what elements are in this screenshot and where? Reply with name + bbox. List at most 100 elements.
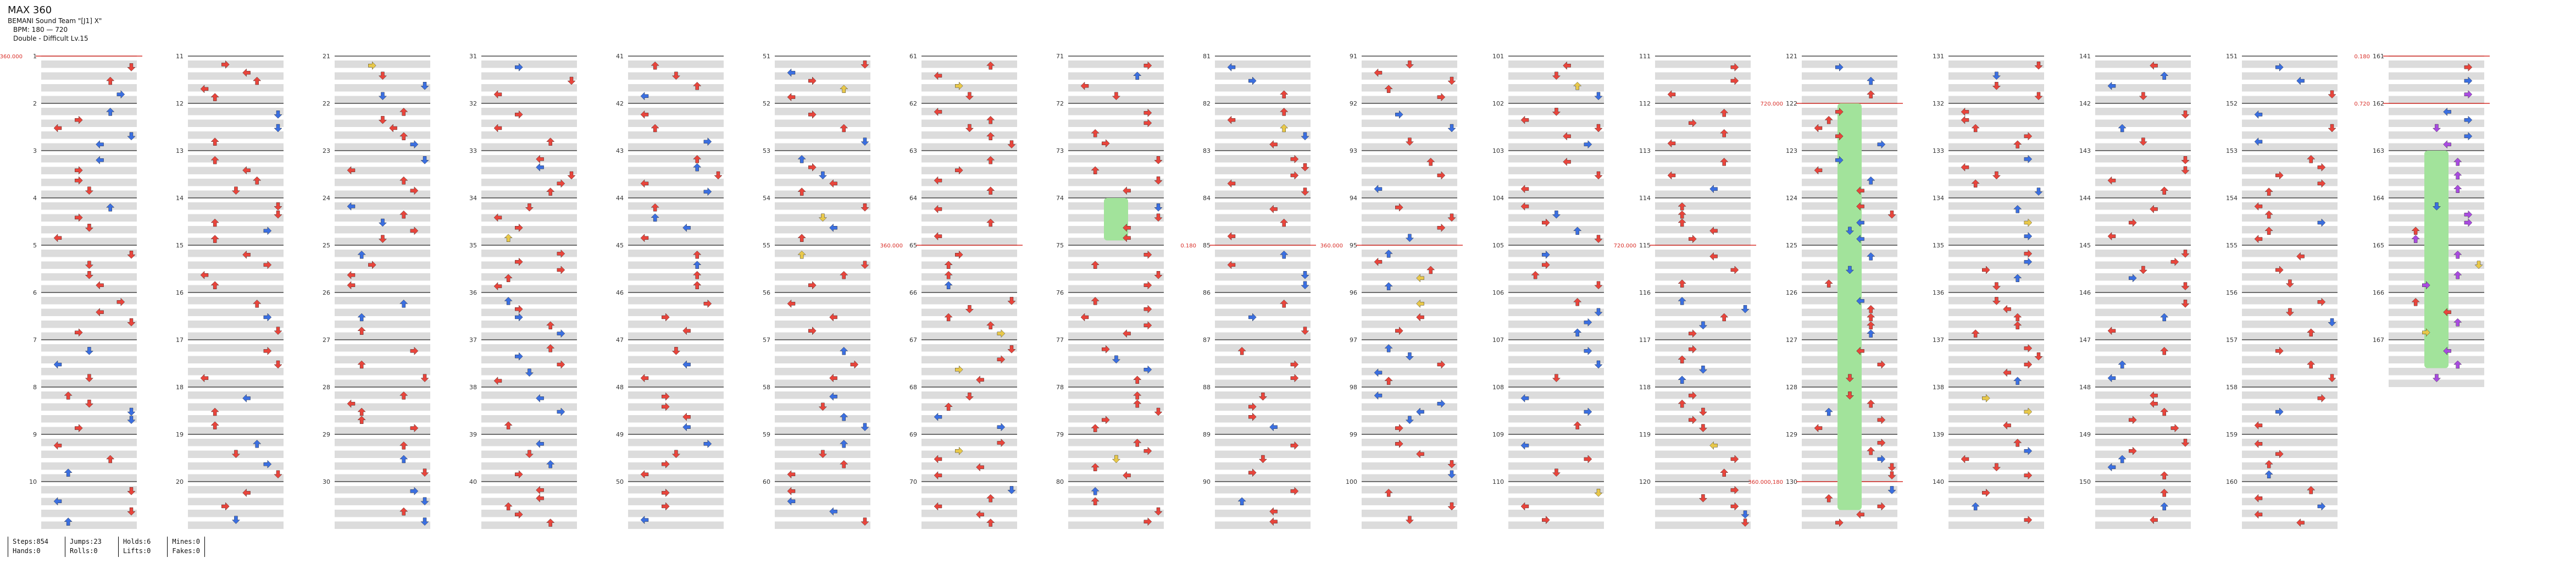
measure-number: 27: [323, 336, 330, 344]
arrow-icon: [2139, 137, 2147, 146]
lane-beat: [41, 415, 137, 423]
arrow-icon: [934, 176, 942, 185]
lane-beat: [1948, 498, 2044, 505]
arrow-icon: [1678, 279, 1686, 288]
arrow-icon: [1584, 346, 1592, 355]
arrow-icon: [2254, 137, 2263, 146]
arrow-icon: [2118, 124, 2127, 133]
lane-beat: [481, 510, 577, 517]
arrow-icon: [1814, 424, 1823, 433]
arrow-icon: [997, 355, 1006, 364]
measure-number: 133: [1933, 147, 1944, 154]
lane-beat: [481, 84, 577, 92]
lane-beat: [628, 226, 724, 234]
arrow-icon: [1689, 416, 1697, 424]
arrow-icon: [2150, 399, 2158, 408]
lane-beat: [1655, 439, 1751, 446]
song-header: MAX 360 BEMANI Sound Team "[J1] X" BPM: …: [8, 5, 102, 42]
measure-number: 23: [323, 147, 330, 154]
arrow-icon: [986, 321, 995, 329]
arrow-icon: [1280, 218, 1289, 227]
arrow-icon: [1594, 308, 1603, 317]
arrow-icon: [1856, 218, 1864, 227]
arrow-icon: [1542, 516, 1550, 525]
lane-beat: [921, 368, 1017, 376]
lane-beat: [1508, 450, 1604, 458]
arrow-icon: [1667, 139, 1676, 148]
arrow-icon: [1887, 471, 1896, 479]
lane-beat: [1948, 356, 2044, 363]
arrow-icon: [1594, 360, 1603, 369]
arrow-icon: [1248, 468, 1257, 477]
lane-beat: [921, 403, 1017, 411]
stat-holds: Holds:6: [123, 538, 151, 545]
measure-number: 95: [1350, 242, 1357, 249]
lane-beat: [1068, 285, 1164, 292]
lane-beat: [921, 226, 1017, 234]
lane-beat: [41, 250, 137, 257]
lane-beat: [335, 108, 430, 115]
arrow-icon: [2464, 218, 2473, 227]
arrow-icon: [2024, 471, 2033, 480]
arrow-icon: [1133, 439, 1142, 447]
lane-beat: [41, 60, 137, 68]
lane-beat: [1948, 474, 2044, 482]
lane-beat: [921, 486, 1017, 494]
lane-beat: [1655, 155, 1751, 163]
arrow-icon: [1384, 282, 1393, 290]
measure-number: 33: [469, 147, 477, 154]
arrow-icon: [808, 327, 817, 335]
lane-beat: [2242, 462, 2338, 470]
lane-beat: [1068, 167, 1164, 174]
lane-beat: [2242, 108, 2338, 115]
arrow-icon: [2464, 210, 2473, 219]
arrow-icon: [410, 346, 419, 355]
lane-beat: [1655, 332, 1751, 340]
arrow-icon: [829, 392, 837, 401]
arrow-icon: [378, 92, 387, 101]
measure-number: 63: [909, 147, 917, 154]
arrow-icon: [1982, 266, 1990, 274]
arrow-icon: [1971, 124, 1980, 133]
lane-beat: [921, 190, 1017, 198]
lane-beat: [1068, 462, 1164, 470]
lane-beat: [1215, 238, 1311, 245]
lane-beat: [335, 261, 430, 269]
lane-beat: [335, 486, 430, 494]
measure-number: 127: [1786, 336, 1797, 344]
arrow-icon: [1007, 140, 1016, 148]
arrow-icon: [1720, 108, 1729, 117]
arrow-icon: [1698, 407, 1707, 416]
lane-beat: [1215, 96, 1311, 103]
arrow-icon: [1133, 71, 1142, 80]
measure-number: 21: [323, 53, 330, 60]
arrow-icon: [986, 218, 995, 227]
measure-number: 104: [1492, 195, 1504, 202]
arrow-icon: [1102, 139, 1110, 148]
lane-beat: [921, 214, 1017, 222]
lane-beat: [41, 155, 137, 163]
arrow-icon: [1552, 71, 1561, 80]
arrow-icon: [1552, 374, 1561, 382]
arrow-icon: [2013, 313, 2022, 322]
lane-beat: [2095, 131, 2191, 139]
lane-beat: [2242, 450, 2338, 458]
arrow-icon: [1971, 502, 1980, 511]
measure-number: 120: [1639, 478, 1651, 485]
measure-number: 103: [1492, 147, 1504, 154]
measure-number: 45: [616, 242, 624, 249]
lane-beat: [481, 297, 577, 305]
lane-beat: [921, 427, 1017, 434]
lane-beat: [1362, 297, 1457, 305]
lane-beat: [1948, 332, 2044, 340]
arrow-icon: [557, 179, 565, 188]
lane-beat: [481, 250, 577, 257]
arrow-icon: [1237, 497, 1246, 505]
arrow-icon: [1867, 305, 1875, 313]
lane-beat: [335, 297, 430, 305]
lane-beat: [2389, 368, 2484, 376]
lane-beat: [2095, 250, 2191, 257]
lane-beat: [628, 96, 724, 103]
arrow-icon: [955, 365, 963, 374]
lane-beat: [775, 143, 870, 151]
